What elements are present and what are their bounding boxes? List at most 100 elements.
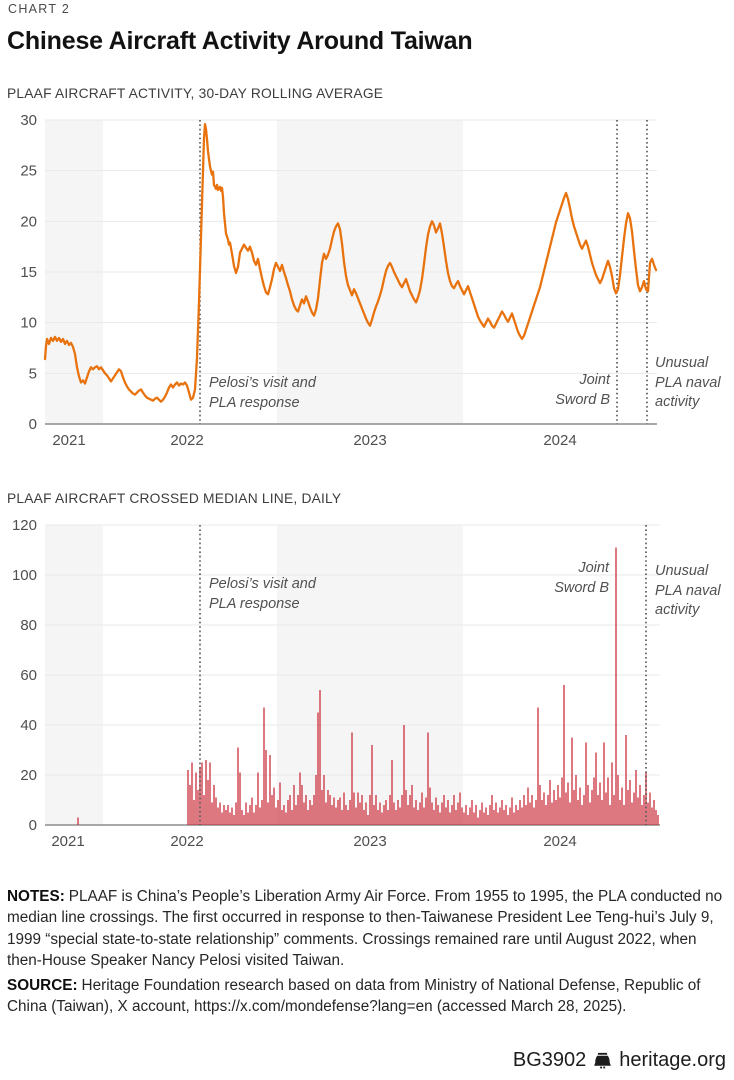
bar [291, 810, 293, 825]
bar [509, 807, 511, 825]
series-line [43, 122, 658, 403]
y-tick-label: 20 [20, 213, 37, 230]
x-tick-label: 2021 [52, 432, 85, 449]
page-title: Chinese Aircraft Activity Around Taiwan [7, 27, 473, 55]
bar [521, 807, 523, 825]
bar [297, 795, 299, 825]
bar [489, 805, 491, 825]
bar [573, 790, 575, 825]
bar [557, 785, 559, 825]
annotation-line: PLA response [209, 394, 300, 411]
bar [203, 795, 205, 825]
bar [263, 707, 265, 825]
bar [315, 775, 317, 825]
bar [403, 725, 405, 825]
bar [555, 800, 557, 825]
bar [599, 782, 601, 825]
bar [413, 807, 415, 825]
bar [231, 807, 233, 825]
bar [243, 815, 245, 825]
x-tick-label: 2022 [170, 432, 203, 449]
bar [591, 790, 593, 825]
bar [549, 780, 551, 825]
bar [657, 815, 659, 825]
bar [529, 802, 531, 825]
annotation-line: Pelosi’s visit and [209, 576, 316, 592]
y-tick-label: 120 [12, 517, 37, 534]
bar [467, 815, 469, 825]
bar [653, 800, 655, 825]
bar [311, 805, 313, 825]
bar [425, 797, 427, 825]
bar [479, 810, 481, 825]
bar [233, 815, 235, 825]
bar [619, 800, 621, 825]
bar [597, 795, 599, 825]
bar [443, 795, 445, 825]
chart1-title: PLAAF AIRCRAFT ACTIVITY, 30-DAY ROLLING … [7, 86, 384, 101]
bar [251, 797, 253, 825]
bar [279, 782, 281, 825]
bar [333, 797, 335, 825]
bar [207, 780, 209, 825]
bar [537, 707, 539, 825]
bar [405, 790, 407, 825]
bar [213, 785, 215, 825]
bar [273, 787, 275, 825]
y-tick-label: 20 [20, 767, 37, 784]
bar [353, 792, 355, 825]
y-tick-label: 10 [20, 315, 37, 332]
bar [197, 790, 199, 825]
y-tick-label: 40 [20, 717, 37, 734]
bar [585, 742, 587, 825]
heritage-bell-icon [594, 1052, 612, 1069]
notes-text: PLAAF is China’s People’s Liberation Arm… [7, 888, 723, 970]
bar [623, 805, 625, 825]
bar [651, 807, 653, 825]
bar [317, 712, 319, 825]
bar [221, 812, 223, 825]
bar [453, 795, 455, 825]
bar [561, 777, 563, 825]
y-tick-label: 100 [12, 567, 37, 584]
bar [339, 797, 341, 825]
bar [621, 787, 623, 825]
bar [639, 785, 641, 825]
bar [571, 737, 573, 825]
notes-label: NOTES: [7, 888, 65, 905]
bar [515, 805, 517, 825]
bar [391, 760, 393, 825]
bar [277, 800, 279, 825]
chart-kicker: CHART 2 [8, 2, 71, 16]
bar [421, 792, 423, 825]
bar [281, 810, 283, 825]
annotation-line: Joint [579, 372, 610, 388]
bar [313, 795, 315, 825]
bar [517, 810, 519, 825]
bar [493, 810, 495, 825]
bar [275, 807, 277, 825]
bar [655, 810, 657, 825]
bar [223, 805, 225, 825]
bar [287, 800, 289, 825]
bar [265, 750, 267, 825]
bar [269, 755, 271, 825]
bar [395, 810, 397, 825]
bar [399, 807, 401, 825]
bar [487, 815, 489, 825]
bar [227, 805, 229, 825]
bar [463, 812, 465, 825]
bar [309, 800, 311, 825]
bar [193, 800, 195, 825]
bar [495, 802, 497, 825]
x-tick-label: 2023 [353, 432, 386, 449]
bar [625, 735, 627, 825]
bar [485, 807, 487, 825]
bar [321, 790, 323, 825]
bar [539, 785, 541, 825]
bar [271, 795, 273, 825]
bar [201, 762, 203, 825]
bar [541, 800, 543, 825]
bar [237, 747, 239, 825]
